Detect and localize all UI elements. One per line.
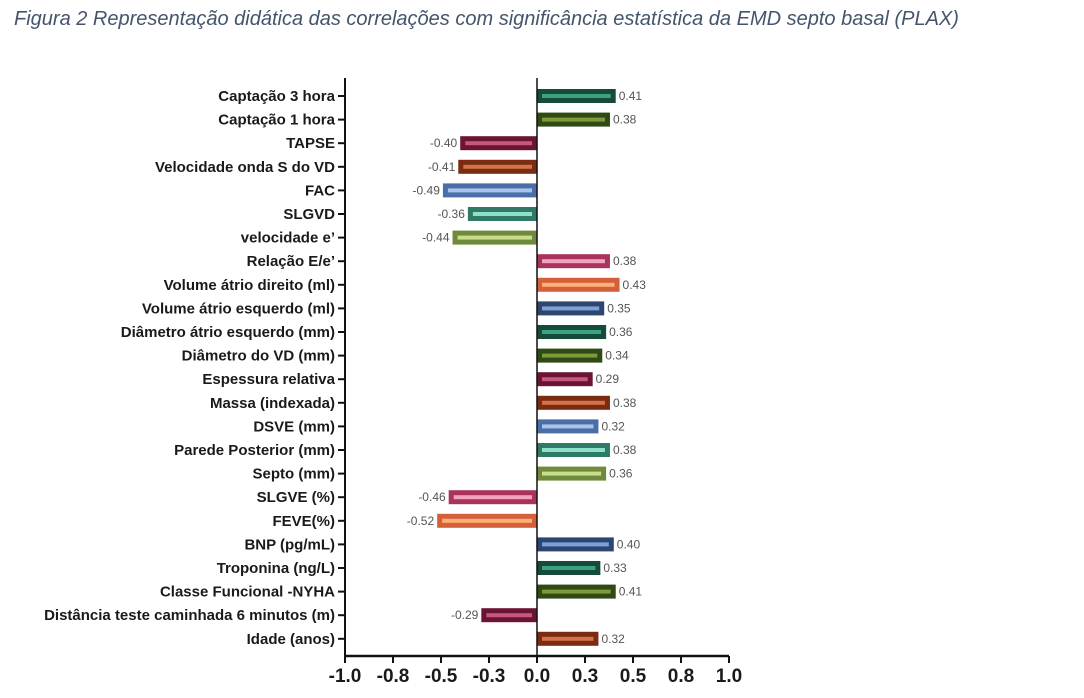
bar-highlight — [542, 542, 609, 547]
x-tick-label: 0.0 — [524, 666, 550, 687]
bar-highlight — [453, 495, 532, 500]
bar-highlight — [542, 448, 605, 452]
category-label: Distância teste caminhada 6 minutos (m) — [44, 607, 335, 624]
x-tick-label: -0.8 — [377, 666, 410, 687]
x-tick-label: 0.5 — [620, 666, 647, 687]
x-tick-label: -1.0 — [329, 666, 362, 687]
category-label: velocidade e’ — [241, 230, 335, 247]
category-label: Septo (mm) — [253, 466, 336, 483]
category-label: Captação 3 hora — [218, 88, 335, 105]
bar-highlight — [542, 330, 602, 334]
bar-highlight — [447, 188, 532, 193]
bar-highlight — [542, 353, 598, 358]
value-label: 0.32 — [601, 632, 625, 646]
value-label: 0.29 — [596, 372, 620, 386]
value-label: 0.38 — [613, 443, 637, 457]
value-label: -0.41 — [428, 160, 456, 174]
value-label: 0.34 — [605, 349, 629, 363]
bar-highlight — [465, 141, 532, 146]
category-label: FAC — [305, 182, 335, 199]
value-label: 0.43 — [623, 278, 647, 292]
category-label: DSVE (mm) — [253, 418, 335, 435]
value-label: 0.38 — [613, 396, 637, 410]
figure-caption: Figura 2 Representação didática das corr… — [14, 8, 959, 30]
value-label: 0.32 — [601, 419, 625, 433]
bar-highlight — [542, 377, 588, 382]
category-label: Relação E/e’ — [247, 253, 335, 270]
bar-highlight — [542, 566, 596, 570]
value-label: -0.49 — [413, 183, 441, 197]
bar-highlight — [486, 613, 532, 618]
bar-highlight — [542, 94, 611, 98]
value-label: 0.38 — [613, 254, 637, 268]
x-tick-label: -0.3 — [473, 666, 506, 687]
value-label: 0.36 — [609, 467, 633, 481]
category-label: Massa (indexada) — [210, 395, 335, 412]
category-label: Espessura relativa — [202, 371, 335, 388]
x-tick-label: -0.5 — [425, 666, 458, 687]
value-label: 0.40 — [617, 537, 641, 551]
value-label: -0.46 — [418, 490, 446, 504]
value-label: -0.40 — [430, 136, 458, 150]
bar-highlight — [472, 212, 532, 216]
category-label: TAPSE — [286, 135, 335, 152]
category-label: Classe Funcional -NYHA — [160, 584, 335, 601]
value-label: 0.36 — [609, 325, 633, 339]
value-label: -0.29 — [451, 608, 479, 622]
category-label: Velocidade onda S do VD — [155, 159, 335, 176]
bar-highlight — [542, 471, 602, 476]
bar-highlight — [542, 282, 615, 287]
category-label: Captação 1 hora — [218, 112, 335, 129]
bar-highlight — [457, 235, 532, 240]
labels-layer: 0.41 Captação 3 hora 0.38 Captação 1 hora -0… — [44, 88, 742, 687]
bar-highlight — [542, 400, 605, 405]
value-label: 0.41 — [619, 585, 643, 599]
value-label: -0.52 — [407, 514, 435, 528]
bar-highlight — [542, 259, 605, 264]
bars-layer — [437, 89, 620, 646]
category-label: Diâmetro do VD (mm) — [182, 348, 335, 365]
category-label: Idade (anos) — [247, 631, 335, 648]
bar-highlight — [542, 306, 600, 311]
value-label: 0.41 — [619, 89, 643, 103]
axes-layer — [338, 78, 730, 663]
x-tick-label: 1.0 — [716, 666, 742, 687]
category-label: SLGVE (%) — [257, 489, 335, 506]
bar-highlight — [542, 424, 594, 429]
bar-highlight — [442, 518, 532, 523]
bar-highlight — [542, 117, 605, 122]
category-label: FEVE(%) — [272, 513, 335, 530]
bar-highlight — [463, 164, 532, 169]
x-tick-label: 0.8 — [668, 666, 694, 687]
category-label: SLGVD — [283, 206, 335, 223]
category-label: BNP (pg/mL) — [244, 536, 335, 553]
bar-highlight — [542, 589, 611, 594]
category-label: Volume átrio esquerdo (ml) — [142, 300, 335, 317]
category-label: Diâmetro átrio esquerdo (mm) — [121, 324, 335, 341]
value-label: -0.44 — [422, 231, 450, 245]
value-label: 0.35 — [607, 301, 631, 315]
category-label: Volume átrio direito (ml) — [164, 277, 335, 294]
x-tick-label: 0.3 — [572, 666, 598, 687]
category-label: Troponina (ng/L) — [217, 560, 335, 577]
category-label: Parede Posterior (mm) — [174, 442, 335, 459]
value-label: 0.33 — [603, 561, 627, 575]
value-label: 0.38 — [613, 113, 637, 127]
bar-highlight — [542, 636, 594, 641]
value-label: -0.36 — [438, 207, 466, 221]
